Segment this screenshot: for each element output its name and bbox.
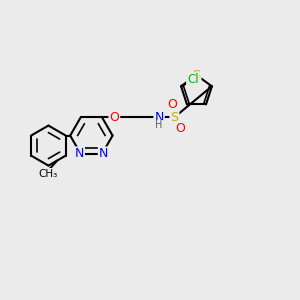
Text: S: S xyxy=(193,69,200,82)
Text: Cl: Cl xyxy=(187,73,199,86)
Text: H: H xyxy=(155,121,163,130)
Text: O: O xyxy=(110,111,119,124)
Text: S: S xyxy=(170,111,178,124)
Text: N: N xyxy=(75,147,84,161)
Text: O: O xyxy=(167,98,177,111)
Text: CH₃: CH₃ xyxy=(39,169,58,179)
Text: N: N xyxy=(154,111,164,124)
Text: N: N xyxy=(99,147,108,161)
Text: O: O xyxy=(176,122,185,136)
